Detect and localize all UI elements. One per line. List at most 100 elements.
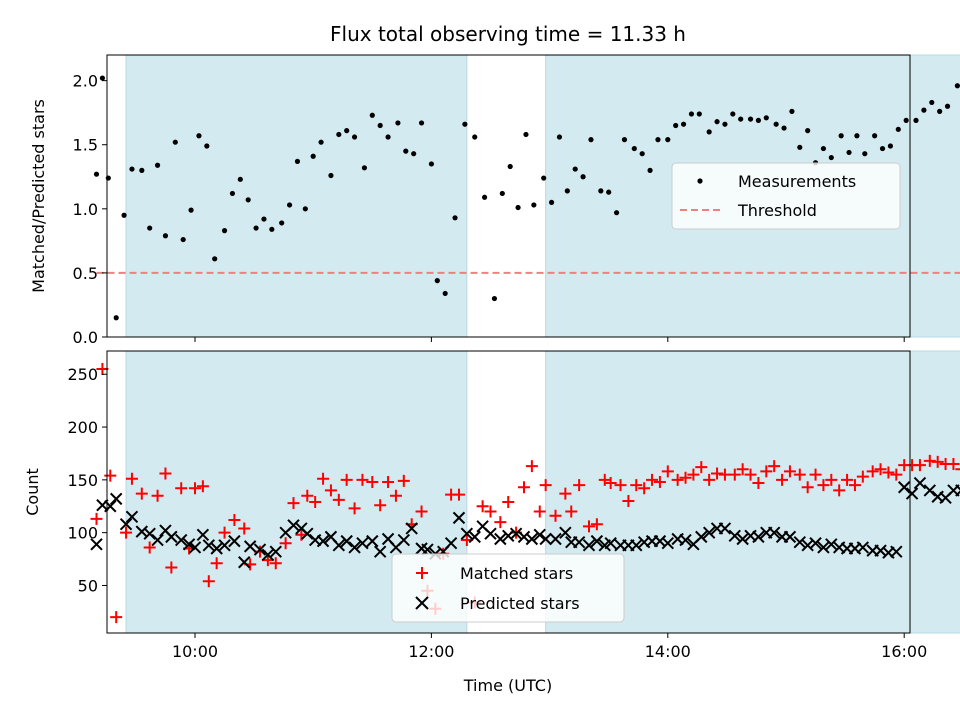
matched-stars-point (389, 489, 402, 502)
predicted-stars-point (509, 527, 523, 540)
measurements-point (253, 225, 259, 231)
measurements-point (588, 137, 594, 143)
matched-stars-point (151, 489, 164, 502)
matched-stars-point (559, 487, 572, 500)
measurements-point (696, 111, 702, 117)
measurements-point (846, 149, 852, 156)
matched-stars-point (931, 455, 944, 468)
predicted-stars-point (801, 539, 814, 552)
measurements-point (162, 233, 169, 239)
measurements-point (773, 121, 779, 127)
predicted-stars-point (549, 532, 562, 546)
bottom-legend-box (391, 553, 625, 623)
measurements-point (872, 133, 878, 139)
predicted-stars-point (356, 537, 369, 550)
measurements-point (452, 215, 458, 221)
measurements-point (361, 165, 368, 171)
matched-stars-point (646, 473, 659, 486)
measurements-point (515, 204, 521, 211)
predicted-stars-point (653, 534, 667, 548)
predicted-stars-point (196, 528, 210, 541)
measurements-point (572, 166, 578, 172)
matched-stars-point (744, 468, 757, 481)
matched-stars-point (452, 488, 465, 501)
bottom-x-tick-label: 10:00 (172, 642, 218, 661)
predicted-stars-point (582, 539, 596, 552)
measurements-point (580, 174, 586, 180)
measurements-point (369, 112, 375, 118)
top-legend-box (671, 162, 901, 230)
matched-stars-point (356, 473, 369, 486)
predicted-stars-point (397, 533, 411, 547)
measurements-point (245, 197, 251, 203)
matched-stars-point (397, 474, 410, 487)
predicted-stars-point (752, 530, 765, 544)
matched-stars-point (517, 481, 530, 494)
measurements-point (639, 151, 645, 157)
measurements-point (491, 295, 498, 302)
predicted-stars-point (332, 539, 346, 552)
predicted-stars-point (175, 533, 188, 547)
top-points (93, 75, 960, 321)
top-y-tick-label: 0.0 (73, 328, 98, 347)
measurements-point (507, 163, 513, 170)
measurements-point (954, 83, 960, 89)
matched-stars-point (711, 467, 724, 480)
measurements-point (680, 121, 687, 127)
measurements-point (730, 111, 736, 117)
matched-stars-point (202, 575, 215, 588)
predicted-stars-point (90, 538, 103, 551)
bottom-y-tick-label: 100 (67, 524, 98, 543)
predicted-stars-point (539, 532, 552, 546)
matched-stars-point (776, 473, 789, 486)
predicted-stars-point (718, 522, 732, 535)
matched-stars-point (760, 465, 773, 478)
predicted-stars-point (913, 476, 927, 490)
measurements-point (747, 116, 754, 122)
predicted-stars-point (348, 541, 361, 554)
measurements-point (548, 199, 555, 206)
top-observing-window (125, 54, 468, 338)
measurements-point (631, 145, 637, 152)
matched-stars-point (695, 461, 708, 474)
predicted-stars-point (135, 525, 149, 538)
matched-stars-point (590, 518, 603, 531)
measurements-point (286, 202, 293, 208)
matched-stars-point (533, 505, 546, 518)
measurements-point (655, 137, 661, 143)
predicted-stars-point (590, 534, 604, 548)
measurements-point (556, 134, 563, 140)
matched-stars-point (159, 467, 172, 480)
matched-stars-point (817, 479, 830, 492)
matched-stars-point (196, 480, 209, 493)
predicted-stars-point (695, 530, 708, 544)
measurements-point (188, 207, 194, 213)
measurements-point (172, 139, 178, 145)
measurements-point (154, 162, 161, 168)
measurements-point (113, 315, 119, 321)
measurements-point (279, 220, 285, 226)
bottom-plot-frame (106, 350, 911, 634)
matched-stars-point (366, 475, 379, 488)
matched-stars-point (923, 454, 936, 467)
legend-measurements-label: Measurements (738, 172, 856, 191)
measurements-point (395, 120, 401, 126)
measurements-point (93, 171, 100, 177)
measurements-point (180, 236, 186, 243)
predicted-stars-point (143, 527, 156, 540)
measurements-point (805, 128, 811, 134)
matched-stars-point (525, 460, 538, 473)
top-chart-title: Flux total observing time = 11.33 h (330, 22, 686, 46)
measurements-point (921, 107, 927, 113)
measurements-point (269, 226, 275, 232)
matched-stars-point (90, 512, 103, 525)
legend-predicted-label: Predicted stars (460, 594, 580, 613)
measurements-point (606, 189, 612, 195)
predicted-stars-point (533, 528, 546, 541)
measurements-point (895, 126, 901, 132)
measurements-point (336, 131, 342, 138)
matched-stars-point (135, 487, 148, 500)
predicted-stars-point (817, 541, 830, 554)
bottom-x-axis-label: Time (UTC) (463, 676, 552, 695)
measurements-point (442, 290, 448, 297)
